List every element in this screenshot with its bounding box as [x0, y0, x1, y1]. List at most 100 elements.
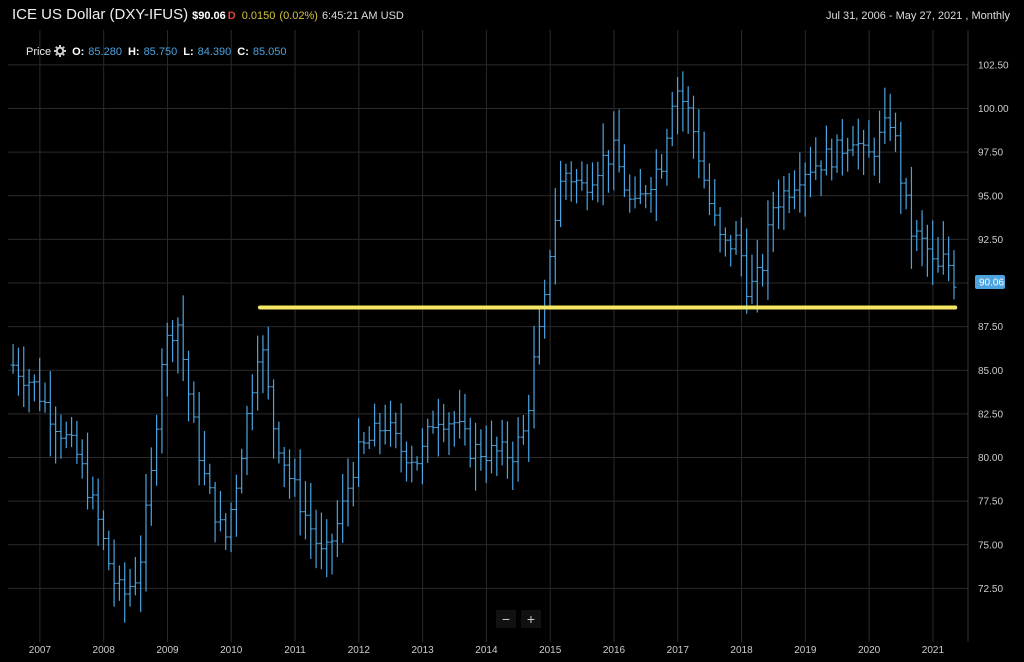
ohlc-bar [212, 481, 218, 543]
ohlc-bar [946, 236, 952, 282]
ohlc-bar [31, 374, 37, 402]
open-value: 85.280 [88, 46, 122, 58]
high-value: 85.750 [143, 46, 178, 58]
ohlc-bar [425, 418, 431, 463]
ohlc-bar [643, 185, 649, 209]
y-tick-label: 95.00 [978, 191, 1003, 202]
ohlc-bar [717, 206, 723, 253]
ohlc-bar [180, 295, 186, 382]
zoom-out-button[interactable]: − [496, 610, 516, 628]
ohlc-bar [457, 389, 463, 439]
ohlc-bar [701, 131, 707, 189]
ohlc-bar [58, 414, 64, 459]
y-tick-label: 80.00 [978, 453, 1003, 464]
price-change-percent: (0.02%) [279, 10, 318, 22]
ohlc-bar [100, 510, 106, 550]
y-tick-label: 97.50 [978, 148, 1003, 159]
ohlc-bar [914, 219, 920, 251]
ohlc-bar [122, 562, 128, 623]
y-tick-label: 102.50 [978, 60, 1009, 71]
ohlc-bar [42, 382, 48, 413]
ohlc-bar [403, 441, 409, 482]
ohlc-bar [313, 509, 319, 569]
close-label: C: [237, 46, 249, 58]
date-range: Jul 31, 2006 - May 27, 2021 , Monthly [825, 10, 1010, 22]
ohlc-bar [239, 448, 245, 494]
x-tick-label: 2013 [411, 645, 434, 656]
ohlc-bar [595, 161, 601, 203]
ohlc-bar [255, 335, 261, 411]
ohlc-bar [935, 237, 941, 273]
ohlc-bar [834, 134, 840, 173]
instrument-title-row: ICE US Dollar (DXY-IFUS) $90.06 D 0.0150 (0.… [12, 6, 404, 23]
zoom-in-button[interactable]: + [521, 610, 541, 628]
ohlc-bar [919, 210, 925, 267]
ohlc-bar [15, 347, 21, 396]
x-tick-label: 2017 [667, 645, 690, 656]
ohlc-bar [217, 490, 223, 532]
ohlc-bar [659, 154, 665, 179]
x-tick-label: 2016 [603, 645, 626, 656]
high-label: H: [127, 46, 140, 58]
ohlc-bar [712, 179, 718, 226]
x-tick-label: 2021 [922, 645, 945, 656]
ohlc-bar [691, 95, 697, 159]
ohlc-bar [223, 513, 229, 551]
x-tick-label: 2019 [794, 645, 817, 656]
ohlc-bar [611, 111, 617, 191]
ohlc-bar [637, 168, 643, 204]
ohlc-bar [807, 146, 813, 198]
ohlc-bar [265, 326, 271, 400]
ohlc-bar [706, 163, 712, 216]
ohlc-bar [574, 169, 580, 204]
ohlc-bar [186, 350, 192, 422]
ohlc-bar [260, 335, 266, 394]
ohlc-bar [138, 535, 144, 613]
gear-icon[interactable] [54, 45, 67, 57]
ohlc-bar [462, 393, 468, 446]
series-label: Price [26, 46, 52, 58]
ohlc-bar [26, 369, 32, 413]
ohlc-bar [850, 125, 856, 157]
ohlc-bar [398, 403, 404, 473]
ohlc-bar [116, 565, 122, 601]
y-axis: 72.5075.0077.5080.0082.5085.0087.5090.00… [978, 60, 1009, 594]
ohlc-bar [106, 530, 112, 571]
x-axis: 2007 2008 2009 2010 2011 2012 2013 2014 2015 2016… [29, 645, 945, 656]
ohlc-bar [63, 421, 69, 449]
ohlc-bar [478, 429, 484, 471]
ohlc-bar [760, 253, 766, 287]
ohlc-bar [473, 422, 479, 491]
ohlc-bar [329, 533, 335, 575]
ohlc-bars [10, 71, 957, 623]
low-label: L: [183, 46, 194, 58]
ohlc-bar [510, 441, 516, 490]
ohlc-bar [754, 240, 760, 313]
ohlc-bar [37, 357, 43, 411]
ohlc-bar [770, 191, 776, 253]
x-tick-label: 2020 [858, 645, 881, 656]
y-tick-label: 92.50 [978, 235, 1003, 246]
ohlc-bar [871, 137, 877, 176]
x-tick-label: 2015 [539, 645, 562, 656]
ohlc-bar [696, 109, 702, 179]
ohlc-bar [898, 121, 904, 215]
ohlc-bar [85, 432, 91, 510]
ohlc-bar [21, 346, 27, 408]
quote-time: 6:45:21 AM USD [321, 10, 404, 22]
ohlc-bar [430, 410, 436, 434]
ohlc-bar [271, 379, 277, 459]
ohlc-bar [877, 110, 883, 184]
low-value: 84.390 [197, 46, 232, 58]
ohlc-bar [728, 234, 734, 267]
ohlc-bar [744, 228, 750, 314]
ohlc-bar [823, 125, 829, 176]
ohlc-bar [281, 446, 287, 488]
ohlc-bar [127, 568, 133, 607]
price-change: 0.0150 [241, 10, 276, 22]
ohlc-bar [175, 317, 181, 374]
ohlc-bar [499, 419, 505, 466]
ohlc-bar [908, 166, 914, 269]
ohlc-bar [797, 152, 803, 213]
